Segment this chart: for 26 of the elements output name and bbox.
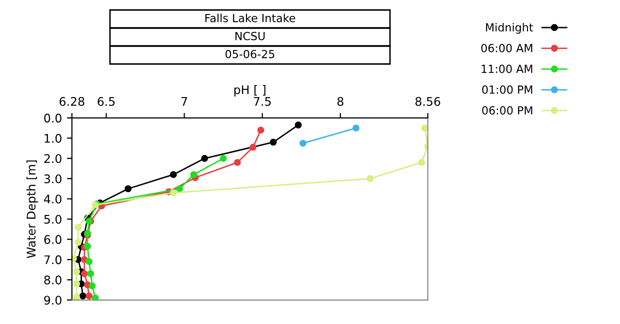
- x-tick-label: 8.56: [415, 96, 440, 106]
- y-axis-title: Water Depth [m]: [26, 160, 38, 258]
- legend-label: 11:00 AM: [482, 64, 532, 74]
- legend-label: Midnight: [486, 22, 533, 34]
- text: 05-06-25: [226, 50, 274, 58]
- y-tick-label: 3.0: [44, 174, 62, 184]
- chart-title: Falls Lake Intake: [205, 14, 296, 22]
- legend-label: 01:00 PM: [482, 85, 532, 94]
- x-tick-label: 6.28: [60, 96, 84, 106]
- y-tick-label: 6.0: [44, 235, 62, 244]
- x-tick-label: 8: [337, 96, 344, 106]
- y-tick-label: 2.0: [44, 154, 62, 164]
- y-tick-label: 1.0: [44, 134, 62, 143]
- x-tick-label: 7: [182, 97, 188, 106]
- legend-label: 06:00 AM: [481, 44, 532, 52]
- y-tick-label: 7.0: [44, 255, 62, 264]
- x-tick-label: 7.5: [254, 97, 271, 106]
- x-axis-title: pH [ ]: [234, 85, 266, 96]
- y-tick-label: 8.0: [44, 276, 62, 284]
- y-tick-label: 4.0: [44, 194, 62, 204]
- y-tick-label: 0.0: [44, 114, 62, 123]
- y-tick-label: 5.0: [44, 214, 62, 224]
- x-tick-label: 6.5: [98, 96, 115, 106]
- legend-label: 06:00 PM: [482, 106, 532, 115]
- y-tick-label: 9.0: [44, 296, 62, 305]
- chart-subtitle: NCSU: [235, 32, 265, 40]
